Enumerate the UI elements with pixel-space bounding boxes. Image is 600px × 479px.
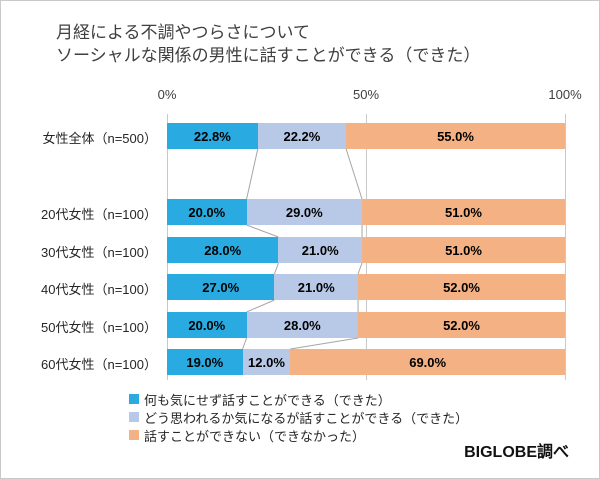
value-label: 21.0% [297,279,335,295]
value-label: 28.0% [204,242,242,258]
value-label: 52.0% [443,279,480,295]
chart-title-line2: ソーシャルな関係の男性に話すことができる（できた） [56,46,481,65]
bar-row: 19.0% 12.0% 69.0% [167,349,565,375]
value-label: 20.0% [188,317,226,333]
category-label: 女性全体（n=500） [42,131,157,146]
legend-label: どう思われるか気になるが話すことができる（できた） [144,410,469,426]
chart-title-line1: 月経による不調やつらさについて [56,23,310,42]
value-label: 20.0% [188,204,226,220]
legend-swatch-icon [129,430,139,440]
category-label: 50代女性（n=100） [41,320,157,335]
value-label: 19.0% [186,354,224,370]
bar-segment-series2: 21.0% [274,274,359,300]
bar-segment-series1: 27.0% [167,274,275,300]
x-axis-tick: 100% [548,87,582,102]
bar-segment-series3: 51.0% [362,237,565,263]
value-label: 21.0% [301,242,339,258]
bar-row: 20.0% 29.0% 51.0% [167,199,565,225]
chart-title: 月経による不調やつらさについて ソーシャルな関係の男性に話すことができる（できた… [56,21,480,67]
category-label: 60代女性（n=100） [41,357,157,372]
legend-swatch-icon [129,412,139,422]
bar-segment-series3: 51.0% [362,199,565,225]
source-credit: BIGLOBE調べ [464,444,569,461]
value-label: 22.8% [193,128,231,144]
bar-segment-series2: 28.0% [246,312,359,338]
bar-segment-series3: 52.0% [358,274,565,300]
legend-item: どう思われるか気になるが話すことができる（できた） [129,408,468,426]
legend-item: 何も気にせず話すことができる（できた） [129,390,468,408]
value-label: 22.2% [283,128,321,144]
category-label: 30代女性（n=100） [41,245,157,260]
bar-segment-series2: 12.0% [242,349,291,375]
category-label: 20代女性（n=100） [41,207,157,222]
value-label: 55.0% [437,128,474,144]
value-label: 29.0% [285,204,323,220]
bar-segment-series1: 28.0% [167,237,279,263]
bar-segment-series2: 21.0% [278,237,363,263]
bar-segment-series3: 69.0% [290,349,565,375]
bar-segment-series2: 22.2% [257,123,347,149]
legend-item: 話すことができない（できなかった） [129,426,468,444]
bar-row: 28.0% 21.0% 51.0% [167,237,565,263]
value-label: 28.0% [283,317,321,333]
bar-segment-series1: 22.8% [167,123,258,149]
bar-row: 27.0% 21.0% 52.0% [167,274,565,300]
bar-segment-series3: 55.0% [346,123,565,149]
bar-segment-series2: 29.0% [246,199,362,225]
bar-segment-series1: 20.0% [167,312,247,338]
chart-legend: 何も気にせず話すことができる（できた） どう思われるか気になるが話すことができる（… [129,390,468,444]
gridline-100% [565,114,566,380]
bar-row: 22.8% 22.2% 55.0% [167,123,565,149]
x-axis-tick: 50% [352,87,380,102]
value-label: 52.0% [443,317,480,333]
bar-row: 20.0% 28.0% 52.0% [167,312,565,338]
bar-segment-series1: 20.0% [167,199,247,225]
legend-label: 何も気にせず話すことができる（できた） [144,392,391,408]
bar-segment-series1: 19.0% [167,349,243,375]
category-label: 40代女性（n=100） [41,282,157,297]
x-axis-tick: 0% [157,87,177,102]
legend-swatch-icon [129,394,139,404]
value-label: 12.0% [248,354,285,370]
value-label: 27.0% [202,279,240,295]
value-label: 51.0% [445,242,482,258]
legend-label: 話すことができない（できなかった） [144,428,366,444]
value-label: 51.0% [445,204,482,220]
value-label: 69.0% [409,354,447,370]
bar-segment-series3: 52.0% [358,312,565,338]
